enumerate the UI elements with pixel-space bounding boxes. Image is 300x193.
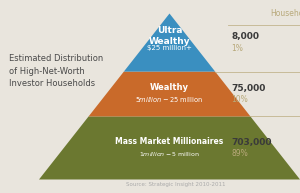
Text: Estimated Distribution
of High-Net-Worth
Investor Households: Estimated Distribution of High-Net-Worth… xyxy=(9,54,103,88)
Polygon shape xyxy=(124,14,215,72)
Text: 703,000: 703,000 xyxy=(231,138,272,147)
Text: $1 million - $5 million: $1 million - $5 million xyxy=(139,150,200,158)
Text: 8,000: 8,000 xyxy=(231,32,259,41)
Text: Ultra
Wealthy: Ultra Wealthy xyxy=(149,26,190,46)
Text: 89%: 89% xyxy=(231,149,248,158)
Text: $25 million+: $25 million+ xyxy=(147,45,192,51)
Text: Source: Strategic Insight 2010-2011: Source: Strategic Insight 2010-2011 xyxy=(126,182,226,187)
Text: 1%: 1% xyxy=(231,44,243,53)
Text: Households: Households xyxy=(270,9,300,18)
Text: Mass Market Millionaires: Mass Market Millionaires xyxy=(116,137,224,146)
Text: $5 million - $25 million: $5 million - $25 million xyxy=(136,95,203,104)
Text: Wealthy: Wealthy xyxy=(150,83,189,92)
Text: 10%: 10% xyxy=(231,95,248,104)
Text: 75,000: 75,000 xyxy=(231,84,266,93)
Polygon shape xyxy=(88,72,250,116)
Polygon shape xyxy=(39,116,300,179)
